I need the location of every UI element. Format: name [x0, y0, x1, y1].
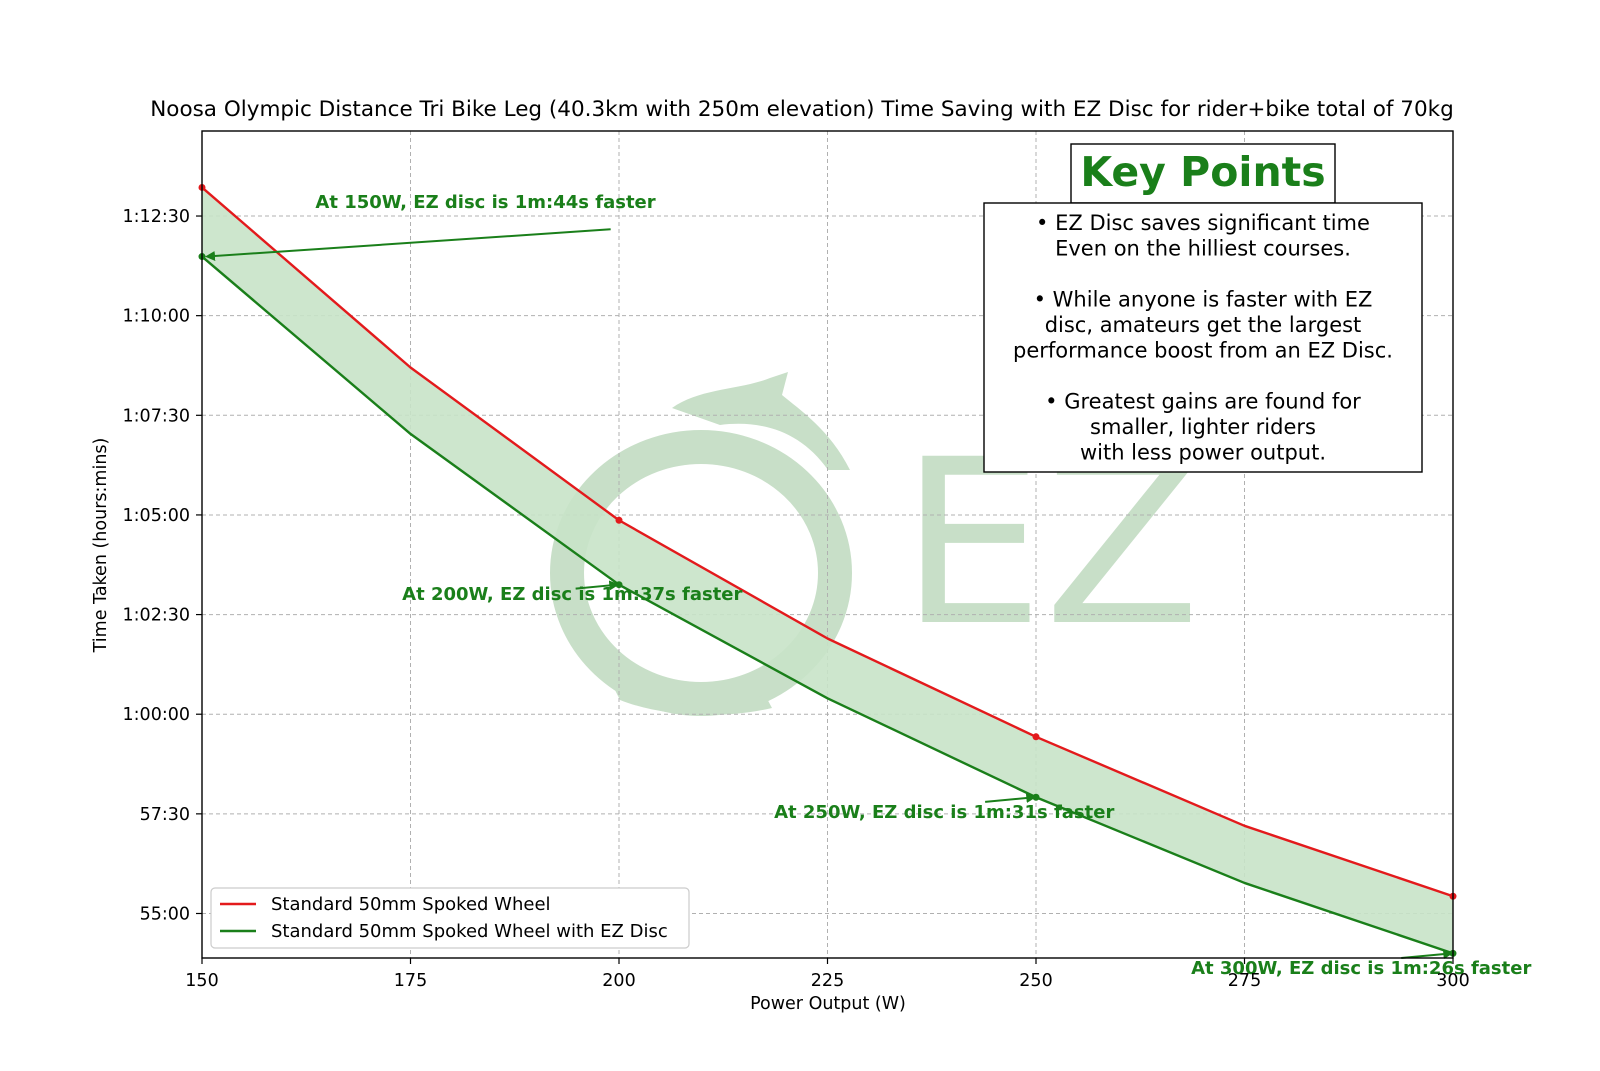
- legend: Standard 50mm Spoked Wheel Standard 50mm…: [210, 887, 690, 949]
- key-point-line: • EZ Disc saves significant time: [1036, 211, 1370, 235]
- chart-title: Noosa Olympic Distance Tri Bike Leg (40.…: [150, 97, 1454, 122]
- series-lines: [201, 186, 1454, 955]
- y-tick-label: 1:12:30: [123, 207, 190, 227]
- watermark-ring: [550, 430, 852, 716]
- x-axis: 150 175 200 225 250 275 300: [185, 958, 1470, 991]
- y-tick-label: 1:02:30: [123, 606, 190, 626]
- legend-label-ez-disc: Standard 50mm Spoked Wheel with EZ Disc: [271, 921, 668, 942]
- key-point-line: smaller, lighter riders: [1090, 415, 1316, 439]
- y-tick-label: 1:10:00: [123, 307, 190, 327]
- data-point: [1032, 733, 1040, 741]
- key-point-line: • Greatest gains are found for: [1045, 390, 1361, 414]
- key-points-heading-box: [1070, 143, 1336, 204]
- legend-frame: [210, 887, 690, 949]
- series-line-ez-disc: [201, 255, 1454, 955]
- data-point: [615, 516, 623, 524]
- key-points-box: Key Points • EZ Disc saves significant t…: [983, 143, 1423, 473]
- annotation-text: At 150W, EZ disc is 1m:44s faster: [315, 192, 655, 213]
- key-point-line: • While anyone is faster with EZ: [1034, 288, 1373, 312]
- y-axis-label: Time Taken (hours:mins): [91, 438, 111, 654]
- annotation-text: At 300W, EZ disc is 1m:26s faster: [1191, 958, 1531, 979]
- annotation-arrow: [1401, 949, 1454, 960]
- y-tick-label: 55:00: [140, 904, 190, 924]
- time-saving-fill: [202, 187, 1453, 954]
- legend-label-standard: Standard 50mm Spoked Wheel: [271, 894, 551, 915]
- x-tick-label: 250: [1019, 971, 1052, 991]
- x-tick-label: 275: [1228, 971, 1261, 991]
- key-point-line: performance boost from an EZ Disc.: [1013, 339, 1393, 363]
- key-point-line: with less power output.: [1080, 441, 1326, 465]
- x-tick-label: 300: [1436, 971, 1469, 991]
- series-line-standard: [201, 186, 1454, 898]
- watermark-ring-splash: [672, 372, 850, 470]
- x-tick-label: 200: [602, 971, 635, 991]
- annotation-text: At 250W, EZ disc is 1m:31s faster: [774, 802, 1114, 823]
- y-tick-label: 1:07:30: [123, 406, 190, 426]
- annotation-arrow: [575, 580, 620, 591]
- x-tick-label: 150: [185, 971, 218, 991]
- annotation-arrow: [985, 793, 1037, 803]
- x-axis-label: Power Output (W): [750, 994, 906, 1014]
- key-point-line: disc, amateurs get the largest: [1045, 313, 1362, 337]
- watermark-ring-splash-bottom: [610, 680, 772, 715]
- y-axis: 55:00 57:30 1:00:00 1:02:30 1:05:00 1:07:30 1:…: [123, 207, 202, 924]
- x-tick-label: 175: [394, 971, 427, 991]
- key-points-heading: Key Points: [1080, 148, 1325, 196]
- y-tick-label: 1:00:00: [123, 705, 190, 725]
- key-point-line: Even on the hilliest courses.: [1055, 237, 1351, 261]
- annotation-arrow: [205, 228, 611, 261]
- key-points-body-box: [983, 202, 1423, 473]
- y-tick-label: 1:05:00: [123, 506, 190, 526]
- y-tick-label: 57:30: [140, 805, 190, 825]
- x-tick-label: 225: [811, 971, 844, 991]
- annotations: At 150W, EZ disc is 1m:44s faster At 200W…: [205, 192, 1531, 979]
- annotation-text: At 200W, EZ disc is 1m:37s faster: [402, 584, 742, 605]
